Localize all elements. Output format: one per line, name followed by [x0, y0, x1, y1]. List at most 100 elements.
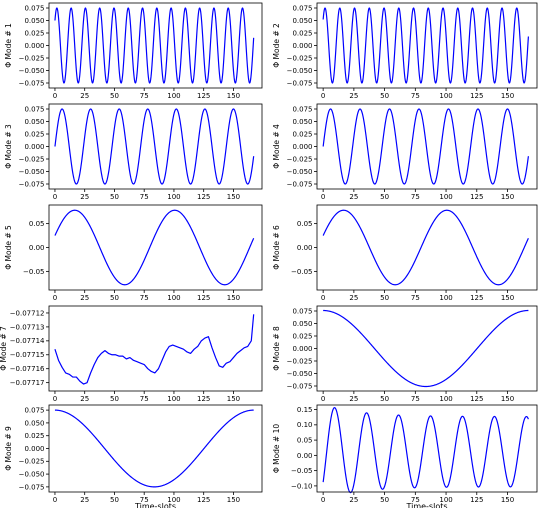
y-axis-label: Φ Mode # 4: [272, 124, 281, 169]
y-tick-label: −0.07716: [10, 365, 45, 373]
x-tick-label: 125: [470, 294, 483, 302]
y-tick-label: −0.050: [287, 67, 313, 75]
x-tick-label: 0: [321, 193, 325, 201]
x-tick-label: 125: [197, 92, 210, 100]
x-tick-label: 150: [227, 496, 240, 504]
x-tick-label: 100: [167, 395, 180, 403]
x-tick-label: 150: [501, 395, 514, 403]
x-tick-label: 50: [110, 395, 119, 403]
x-tick-label: 50: [110, 294, 119, 302]
plot-area: [317, 205, 537, 290]
y-tick-label: −0.05: [291, 467, 312, 475]
subplot-mode-4: 0 25 50 75 100 125 150 0.075 0.050 0.025 0.000 −0.0…: [272, 103, 538, 201]
x-tick-label: 100: [439, 496, 452, 504]
subplot-mode-6: 0 25 50 75 100 125 150 0.05 0.00 −0.05 Φ Mode # 6: [272, 204, 538, 302]
x-tick-label: 0: [53, 395, 57, 403]
y-tick-label: −0.025: [19, 458, 45, 466]
series-line: [322, 108, 529, 185]
series-line: [322, 7, 529, 84]
x-tick-label: 50: [110, 193, 119, 201]
x-tick-label: 25: [349, 193, 358, 201]
x-axis-label: Time-slots: [405, 502, 447, 508]
x-tick-label: 25: [349, 395, 358, 403]
x-tick-label: 100: [167, 496, 180, 504]
y-tick-label: 0.075: [24, 4, 44, 12]
series-line: [54, 108, 255, 185]
subplot-mode-9: 0 25 50 75 100 125 150 0.075 0.050 0.025 0.000 −0.0…: [4, 404, 263, 508]
x-tick-label: 100: [439, 294, 452, 302]
y-tick-label: 0.075: [292, 4, 312, 12]
y-tick-label: −0.07717: [10, 379, 45, 387]
x-tick-label: 150: [227, 294, 240, 302]
x-tick-label: 0: [53, 92, 57, 100]
y-tick-label: 0.000: [292, 143, 312, 151]
plot-area: [49, 306, 262, 391]
y-tick-label: −0.050: [287, 370, 313, 378]
plot-area: [49, 205, 262, 290]
y-tick-label: 0.025: [24, 29, 44, 37]
y-tick-label: −0.05: [23, 268, 44, 276]
x-tick-label: 25: [80, 193, 89, 201]
subplot-mode-2: 0 25 50 75 100 125 150 0.075 0.050 0.025 0.000 −0.0…: [272, 2, 538, 100]
y-tick-label: −0.075: [287, 382, 313, 390]
x-tick-label: 50: [110, 496, 119, 504]
subplot-mode-1: 0 25 50 75 100 125 150 0.075 0.050 0.025 0.000 −0.0…: [4, 2, 263, 100]
x-tick-label: 0: [321, 395, 325, 403]
x-tick-label: 75: [411, 193, 420, 201]
x-tick-label: 25: [80, 496, 89, 504]
x-tick-label: 150: [501, 496, 514, 504]
y-axis-label: Φ Mode # 9: [4, 426, 13, 471]
subplot-mode-8: 0 25 50 75 100 125 150 0.075 0.050 0.025 0.000 −0.0…: [272, 305, 538, 403]
y-tick-label: 0.000: [292, 345, 312, 353]
x-tick-label: 25: [349, 496, 358, 504]
x-tick-label: 100: [167, 294, 180, 302]
series-line: [54, 314, 255, 385]
y-tick-label: −0.025: [287, 155, 313, 163]
y-axis-label: Φ Mode # 10: [272, 424, 281, 474]
y-tick-label: 0.10: [297, 421, 313, 429]
x-tick-label: 50: [110, 92, 119, 100]
x-tick-label: 100: [167, 193, 180, 201]
y-tick-label: −0.10: [291, 482, 312, 490]
y-tick-label: −0.025: [287, 357, 313, 365]
y-tick-label: −0.05: [291, 268, 312, 276]
y-tick-label: 0.00: [29, 244, 45, 252]
x-tick-label: 50: [380, 395, 389, 403]
subplot-mode-7: 0 25 50 75 100 125 150 −0.07712 −0.07713 −0.07714…: [0, 305, 263, 403]
x-tick-label: 0: [53, 294, 57, 302]
x-tick-label: 25: [80, 395, 89, 403]
y-tick-label: 0.075: [292, 307, 312, 315]
x-tick-label: 125: [197, 496, 210, 504]
x-axis-label: Time-slots: [134, 502, 176, 508]
x-tick-label: 100: [167, 92, 180, 100]
subplot-mode-5: 0 25 50 75 100 125 150 0.05 0.00 −0.05 Φ Mode # 5: [4, 204, 263, 302]
x-tick-label: 75: [140, 92, 149, 100]
x-tick-label: 0: [53, 193, 57, 201]
y-tick-label: −0.075: [19, 483, 45, 491]
y-tick-label: 0.15: [297, 406, 313, 414]
x-tick-label: 75: [411, 496, 420, 504]
subplot-mode-3: 0 25 50 75 100 125 150 0.075 0.050 0.025 0.000 −0.0…: [4, 103, 263, 201]
x-tick-label: 0: [321, 92, 325, 100]
y-tick-label: −0.07714: [10, 337, 45, 345]
x-tick-label: 75: [140, 193, 149, 201]
y-tick-label: 0.05: [29, 220, 45, 228]
y-tick-label: 0.05: [297, 220, 313, 228]
x-tick-label: 75: [140, 294, 149, 302]
y-tick-label: −0.07712: [10, 309, 45, 317]
x-tick-label: 150: [501, 294, 514, 302]
x-tick-label: 125: [470, 496, 483, 504]
y-tick-label: −0.07715: [10, 351, 45, 359]
x-tick-label: 125: [197, 193, 210, 201]
x-tick-label: 50: [380, 294, 389, 302]
x-tick-label: 50: [380, 193, 389, 201]
series-line: [322, 309, 529, 388]
y-axis-label: Φ Mode # 1: [4, 23, 13, 68]
x-tick-label: 150: [227, 193, 240, 201]
y-tick-label: 0.025: [292, 332, 312, 340]
x-tick-label: 25: [349, 294, 358, 302]
series-line: [322, 209, 529, 286]
x-tick-label: 50: [380, 92, 389, 100]
x-tick-label: 0: [321, 294, 325, 302]
